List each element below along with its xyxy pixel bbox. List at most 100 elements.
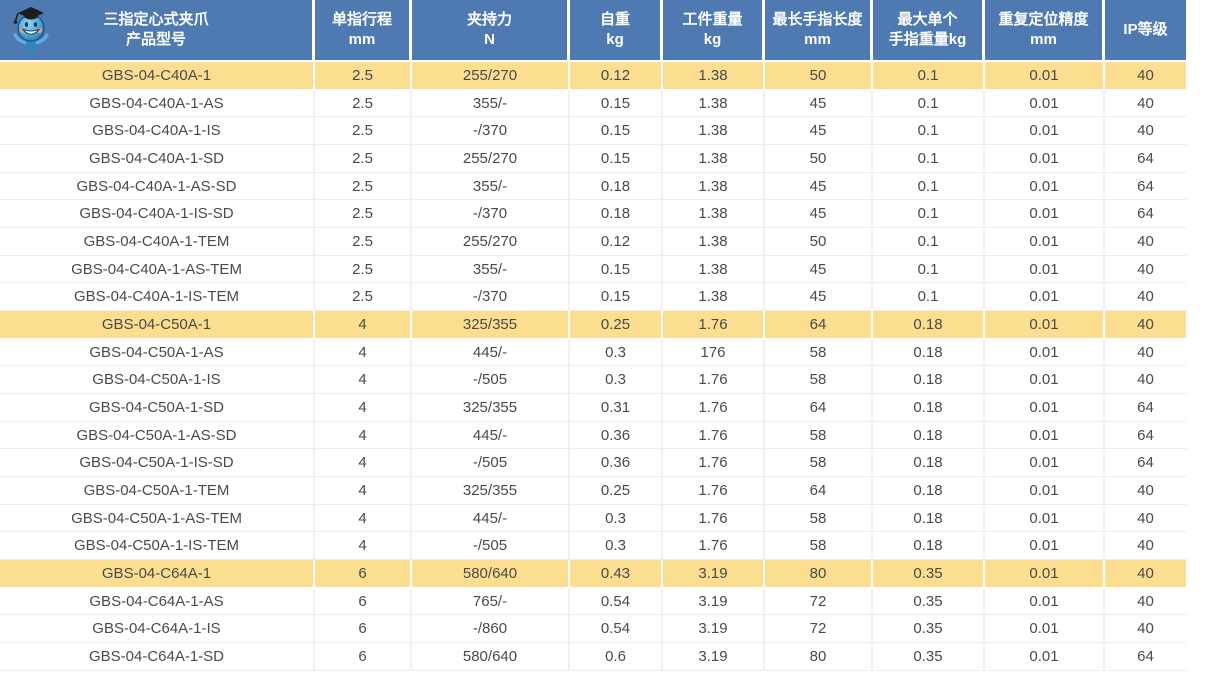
cell-precision: 0.01: [985, 477, 1105, 505]
cell-stroke: 4: [315, 504, 412, 533]
cell-force: -/505: [412, 366, 570, 395]
column-header-label: 单指行程: [331, 10, 392, 28]
table-row: GBS-04-C50A-1 4 325/355 0.25 1.76 64 0.18 0.01 4…: [0, 311, 1186, 339]
cell-stroke: 4: [315, 338, 412, 367]
cell-workpiece_weight: 1.38: [663, 172, 765, 201]
cell-finger_weight: 0.18: [873, 311, 985, 339]
cell-workpiece_weight: 1.76: [663, 449, 765, 478]
table-row: GBS-04-C40A-1 2.5 255/270 0.12 1.38 50 0.1 0.01…: [0, 62, 1186, 90]
cell-workpiece_weight: 1.76: [663, 366, 765, 395]
cell-precision: 0.01: [985, 311, 1105, 339]
cell-finger_length: 58: [765, 366, 873, 395]
cell-self_weight: 0.15: [570, 283, 663, 312]
cell-force: 580/640: [412, 643, 570, 671]
cell-stroke: 2.5: [315, 228, 412, 256]
cell-finger_weight: 0.1: [873, 255, 985, 284]
column-header-stroke: 单指行程 mm: [315, 0, 412, 62]
cell-workpiece_weight: 176: [663, 338, 765, 367]
cell-ip: 40: [1105, 256, 1186, 284]
table-row: GBS-04-C64A-1-SD 6 580/640 0.6 3.19 80 0.35 0.0…: [0, 643, 1186, 671]
cell-finger_length: 80: [765, 560, 873, 588]
cell-model: GBS-04-C50A-1-SD: [0, 394, 315, 422]
cell-precision: 0.01: [985, 615, 1105, 644]
table-row: GBS-04-C40A-1-IS-SD 2.5 -/370 0.18 1.38 45 0.1…: [0, 200, 1186, 229]
table-body: GBS-04-C40A-1 2.5 255/270 0.12 1.38 50 0.1 0.01…: [0, 62, 1186, 671]
cell-finger_length: 80: [765, 643, 873, 671]
cell-finger_weight: 0.35: [873, 643, 985, 671]
cell-self_weight: 0.12: [570, 228, 663, 256]
cell-model: GBS-04-C50A-1-IS-TEM: [0, 532, 315, 561]
cell-ip: 40: [1105, 615, 1186, 644]
cell-precision: 0.01: [985, 338, 1105, 367]
cell-finger_length: 72: [765, 615, 873, 644]
column-header-label: IP等级: [1123, 20, 1168, 38]
column-header-unit: kg: [606, 31, 624, 48]
cell-precision: 0.01: [985, 172, 1105, 201]
column-header-unit: 手指重量kg: [888, 31, 967, 48]
cell-precision: 0.01: [985, 532, 1105, 561]
cell-stroke: 6: [315, 615, 412, 644]
cell-force: 325/355: [412, 477, 570, 505]
cell-finger_length: 45: [765, 200, 873, 229]
table-row: GBS-04-C40A-1-IS 2.5 -/370 0.15 1.38 45 0.1 0.0…: [0, 117, 1186, 146]
cell-finger_weight: 0.18: [873, 366, 985, 395]
cell-force: 445/-: [412, 338, 570, 367]
column-header-finger_length: 最长手指长度 mm: [765, 0, 873, 62]
cell-ip: 64: [1105, 200, 1186, 229]
cell-ip: 40: [1105, 228, 1186, 256]
cell-finger_weight: 0.1: [873, 62, 985, 90]
cell-force: -/370: [412, 200, 570, 229]
column-header-unit: kg: [703, 31, 722, 48]
cell-self_weight: 0.18: [570, 200, 663, 229]
cell-workpiece_weight: 1.76: [663, 504, 765, 533]
table-row: GBS-04-C50A-1-TEM 4 325/355 0.25 1.76 64 0.18 0…: [0, 477, 1186, 505]
cell-workpiece_weight: 3.19: [663, 643, 765, 671]
cell-finger_weight: 0.18: [873, 504, 985, 533]
cell-ip: 64: [1105, 643, 1186, 671]
cell-workpiece_weight: 1.38: [663, 255, 765, 284]
cell-force: -/505: [412, 532, 570, 561]
table-row: GBS-04-C40A-1-SD 2.5 255/270 0.15 1.38 50 0.1 0…: [0, 145, 1186, 173]
cell-model: GBS-04-C40A-1-AS-SD: [0, 172, 315, 201]
cell-model: GBS-04-C50A-1-IS: [0, 366, 315, 395]
cell-ip: 40: [1105, 311, 1186, 339]
cell-ip: 40: [1105, 532, 1186, 561]
table-row: GBS-04-C50A-1-SD 4 325/355 0.31 1.76 64 0.18 0.…: [0, 394, 1186, 422]
cell-stroke: 4: [315, 449, 412, 478]
cell-self_weight: 0.3: [570, 504, 663, 533]
cell-force: 580/640: [412, 560, 570, 588]
cell-ip: 40: [1105, 505, 1186, 533]
cell-finger_length: 45: [765, 172, 873, 201]
cell-model: GBS-04-C50A-1: [0, 311, 315, 339]
cell-self_weight: 0.43: [570, 560, 663, 588]
cell-stroke: 6: [315, 643, 412, 671]
cell-workpiece_weight: 3.19: [663, 615, 765, 644]
column-header-label: 夹持力: [466, 10, 512, 28]
cell-self_weight: 0.15: [570, 145, 663, 173]
cell-force: -/505: [412, 449, 570, 478]
cell-force: -/370: [412, 283, 570, 312]
cell-finger_length: 45: [765, 117, 873, 146]
cell-precision: 0.01: [985, 255, 1105, 284]
column-header-self_weight: 自重 kg: [570, 0, 663, 62]
cell-finger_weight: 0.35: [873, 615, 985, 644]
cell-finger_length: 64: [765, 477, 873, 505]
cell-self_weight: 0.54: [570, 587, 663, 616]
cell-self_weight: 0.25: [570, 311, 663, 339]
cell-self_weight: 0.54: [570, 615, 663, 644]
cell-stroke: 6: [315, 587, 412, 616]
table-row: GBS-04-C40A-1-TEM 2.5 255/270 0.12 1.38 50 0.1…: [0, 228, 1186, 256]
cell-force: 355/-: [412, 89, 570, 118]
cell-force: 325/355: [412, 394, 570, 422]
graduate-mascot-icon: [13, 7, 49, 55]
cell-stroke: 2.5: [315, 283, 412, 312]
cell-ip: 40: [1105, 62, 1186, 90]
cell-stroke: 4: [315, 421, 412, 450]
table-row: GBS-04-C40A-1-AS 2.5 355/- 0.15 1.38 45 0.1 0.0…: [0, 89, 1186, 118]
cell-self_weight: 0.15: [570, 117, 663, 146]
cell-workpiece_weight: 1.38: [663, 283, 765, 312]
cell-finger_weight: 0.1: [873, 117, 985, 146]
cell-ip: 40: [1105, 588, 1186, 616]
cell-stroke: 4: [315, 477, 412, 505]
gripper-spec-table: 三指定心式夹爪 产品型号 单指行程 mm 夹持力 N 自重 kg 工件重量 kg 最长手指长度 mm 最…: [0, 0, 1186, 671]
